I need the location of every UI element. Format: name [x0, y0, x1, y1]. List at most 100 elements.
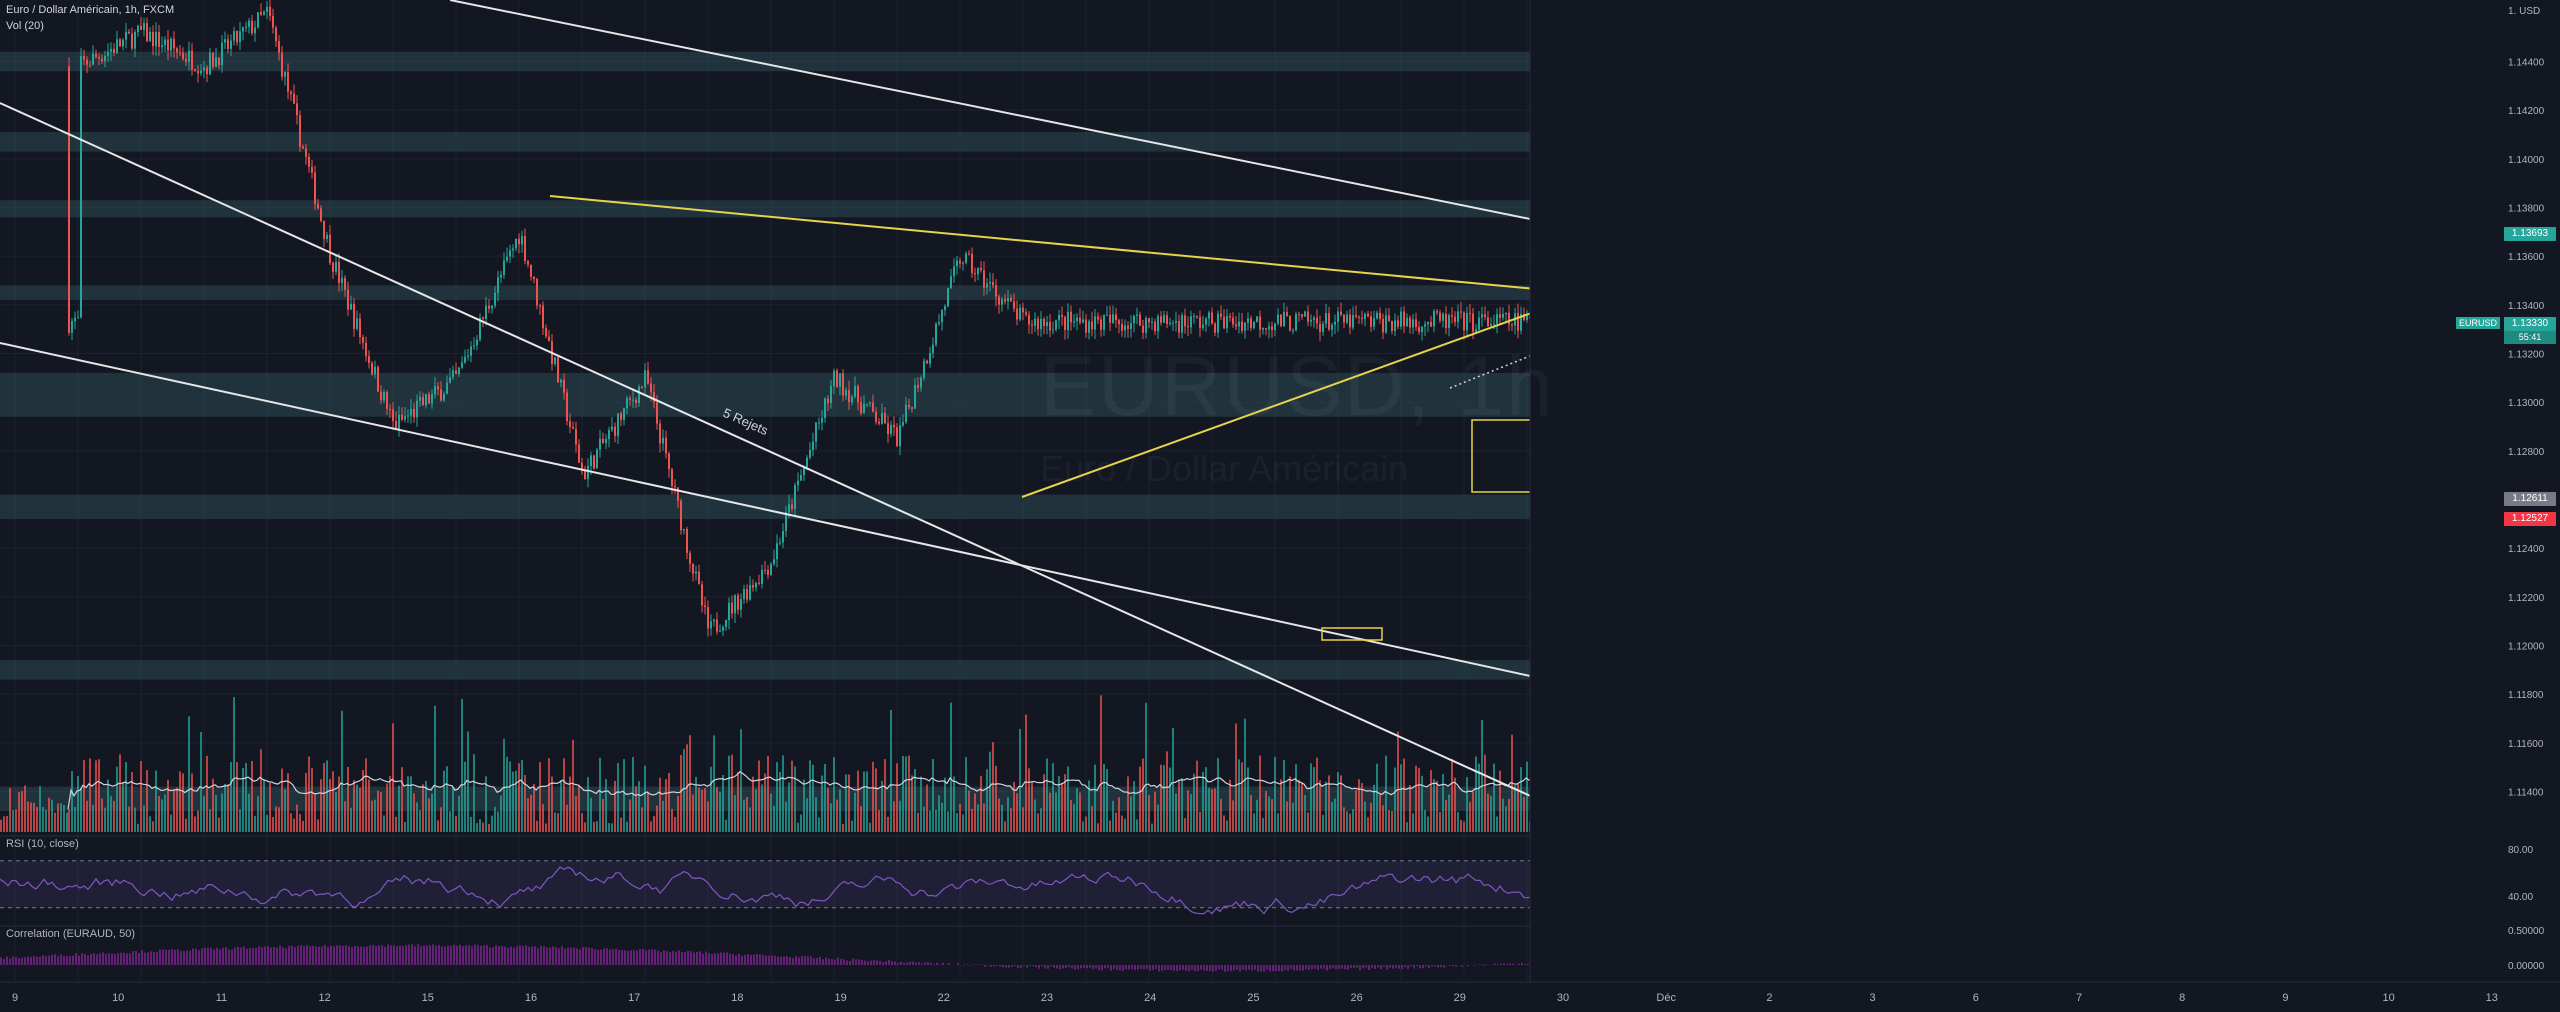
volume-bar — [48, 797, 50, 832]
correlation-bar — [537, 948, 539, 965]
candle-body — [1169, 322, 1171, 325]
volume-bar — [638, 781, 640, 832]
volume-bar — [896, 763, 898, 832]
correlation-bar — [1158, 965, 1160, 972]
correlation-bar — [591, 947, 593, 965]
correlation-bar — [1047, 965, 1049, 969]
volume-bar — [1124, 818, 1126, 832]
candle-body — [1100, 319, 1102, 330]
candle-body — [1001, 299, 1003, 305]
volume-bar — [1277, 813, 1279, 832]
volume-bar — [1463, 821, 1465, 832]
candle-body — [1187, 326, 1189, 328]
candle-body — [266, 6, 268, 12]
correlation-bar — [120, 952, 122, 965]
volume-bar — [146, 770, 148, 832]
correlation-bar — [852, 958, 854, 965]
correlation-bar — [1527, 964, 1529, 965]
correlation-bar — [75, 953, 77, 965]
volume-bar — [506, 756, 508, 832]
volume-bar — [959, 803, 961, 832]
correlation-bar — [1263, 965, 1265, 972]
candle-body — [218, 57, 220, 66]
volume-bar — [1397, 731, 1399, 832]
volume-bar — [518, 763, 520, 832]
volume-bar — [428, 798, 430, 832]
candle-body — [1148, 318, 1150, 323]
correlation-bar — [753, 954, 755, 965]
volume-bar — [458, 795, 460, 832]
volume-bar — [560, 779, 562, 832]
correlation-bar — [1437, 965, 1439, 968]
volume-bar — [329, 779, 331, 832]
candle-body — [905, 404, 907, 423]
correlation-bar — [735, 955, 737, 965]
volume-bar — [572, 739, 574, 832]
volume-bar — [641, 807, 643, 832]
volume-bar — [797, 822, 799, 832]
candle-body — [227, 39, 229, 49]
candle-body — [632, 399, 634, 401]
candle-body — [116, 39, 118, 53]
correlation-bar — [99, 953, 101, 965]
candle-body — [1226, 316, 1228, 329]
correlation-bar — [1524, 964, 1526, 965]
correlation-bar — [930, 963, 932, 965]
candle-body — [1523, 313, 1525, 321]
candle-body — [665, 437, 667, 454]
volume-bars — [0, 695, 1699, 832]
volume-bar — [713, 735, 715, 832]
volume-bar — [1238, 759, 1240, 832]
candle-body — [83, 56, 85, 60]
candle-body — [698, 571, 700, 585]
candle-body — [608, 430, 610, 440]
correlation-bar — [654, 949, 656, 965]
volume-bar — [1157, 804, 1159, 832]
candle-body — [1493, 323, 1495, 325]
correlation-bar — [1101, 965, 1103, 971]
candle-body — [1424, 324, 1426, 327]
correlation-bar — [1167, 965, 1169, 970]
correlation-bar — [81, 953, 83, 965]
volume-bar — [89, 758, 91, 832]
candle-body — [329, 234, 331, 264]
volume-bar — [158, 796, 160, 832]
correlation-bar — [648, 949, 650, 965]
volume-bar — [1028, 768, 1030, 832]
volume-bar — [500, 795, 502, 832]
volume-bar — [1079, 792, 1081, 832]
candle-body — [326, 234, 328, 239]
candle-body — [1292, 330, 1294, 332]
candle-body — [149, 31, 151, 42]
volume-bar — [161, 799, 163, 832]
volume-bar — [71, 771, 73, 832]
volume-bar — [662, 800, 664, 832]
volume-bar — [12, 810, 14, 832]
candle-body — [1217, 313, 1219, 333]
candle-body — [1400, 311, 1402, 327]
volume-bar — [470, 816, 472, 832]
candle-body — [296, 103, 298, 116]
candle-body — [767, 569, 769, 575]
sr-zone — [0, 494, 1530, 519]
correlation-bar — [324, 944, 326, 965]
price-tick-label: 1.13400 — [2508, 301, 2545, 312]
candle-body — [1220, 313, 1222, 317]
correlation-bar — [1305, 965, 1307, 970]
candle-body — [800, 475, 802, 481]
correlation-bar — [1299, 965, 1301, 971]
candle-body — [1076, 317, 1078, 322]
candle-body — [338, 261, 340, 284]
correlation-bar — [570, 947, 572, 965]
candle-body — [863, 403, 865, 414]
volume-bar — [980, 775, 982, 832]
volume-bar — [383, 815, 385, 832]
correlation-bar — [18, 958, 20, 965]
volume-bar — [338, 776, 340, 832]
correlation-bar — [636, 950, 638, 965]
correlation-bar — [1377, 965, 1379, 968]
volume-bar — [98, 759, 100, 832]
candlesticks — [68, 0, 1699, 637]
volume-bar — [812, 764, 814, 832]
